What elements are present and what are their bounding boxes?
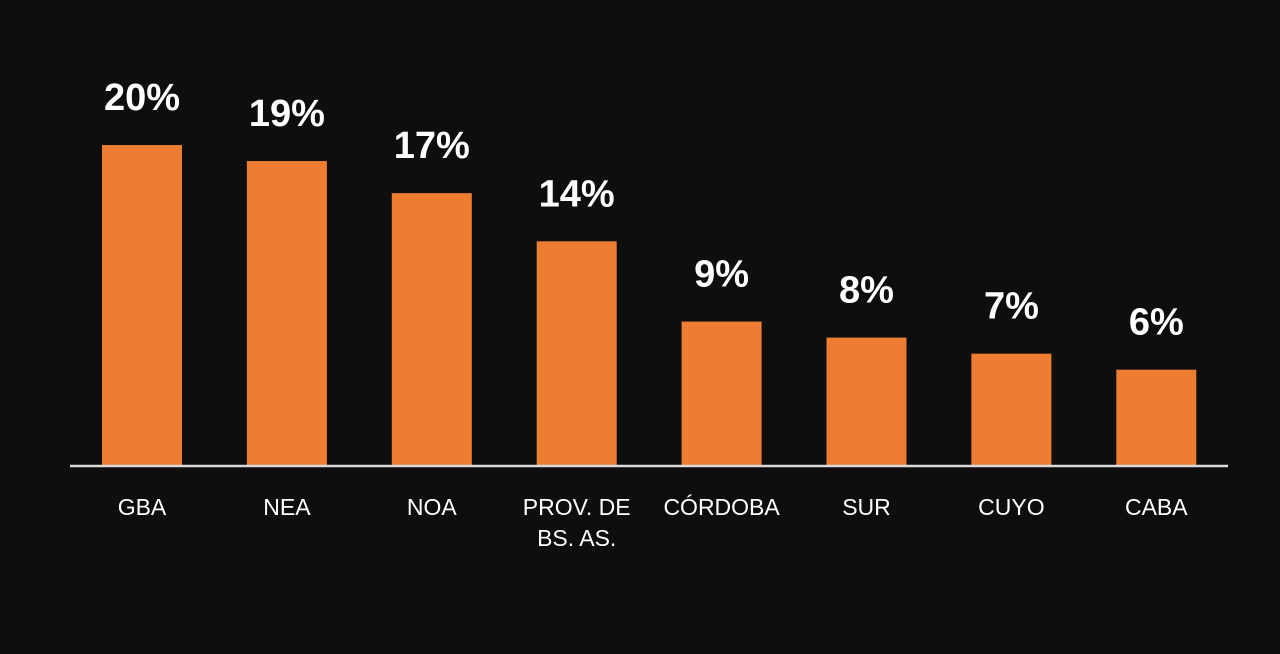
data-label-5: 8% <box>839 270 894 312</box>
bar-0 <box>102 145 182 466</box>
category-label-line: CUYO <box>978 494 1044 520</box>
data-label-0: 20% <box>104 77 180 119</box>
category-label-4: CÓRDOBA <box>663 494 780 520</box>
category-label-line: CABA <box>1125 494 1188 520</box>
category-label-line: PROV. DE <box>523 494 631 520</box>
bar-1 <box>246 161 327 467</box>
bar-3 <box>536 241 617 466</box>
category-label-1: NEA <box>263 494 311 520</box>
category-label-line: BS. AS. <box>537 525 616 551</box>
bar-6 <box>971 353 1052 466</box>
data-label-1: 19% <box>249 93 325 135</box>
category-label-line: GBA <box>118 494 167 520</box>
category-label-line: CÓRDOBA <box>663 494 780 520</box>
data-label-6: 7% <box>984 286 1039 328</box>
category-label-0: GBA <box>118 494 167 520</box>
category-label-3: PROV. DE BS. AS. <box>523 494 631 551</box>
data-label-4: 9% <box>694 254 749 296</box>
data-label-2: 17% <box>394 125 470 167</box>
category-label-5: SUR <box>842 494 891 520</box>
category-label-line: NEA <box>263 494 311 520</box>
bar-4 <box>681 321 762 466</box>
bar-5 <box>826 337 907 466</box>
bar-2 <box>391 193 472 466</box>
category-label-line: NOA <box>407 494 458 520</box>
category-label-2: NOA <box>407 494 458 520</box>
data-label-7: 6% <box>1129 302 1184 344</box>
data-label-3: 14% <box>539 173 615 215</box>
bar-7 <box>1116 369 1197 466</box>
category-label-7: CABA <box>1125 494 1188 520</box>
category-label-line: SUR <box>842 494 891 520</box>
category-label-6: CUYO <box>978 494 1044 520</box>
